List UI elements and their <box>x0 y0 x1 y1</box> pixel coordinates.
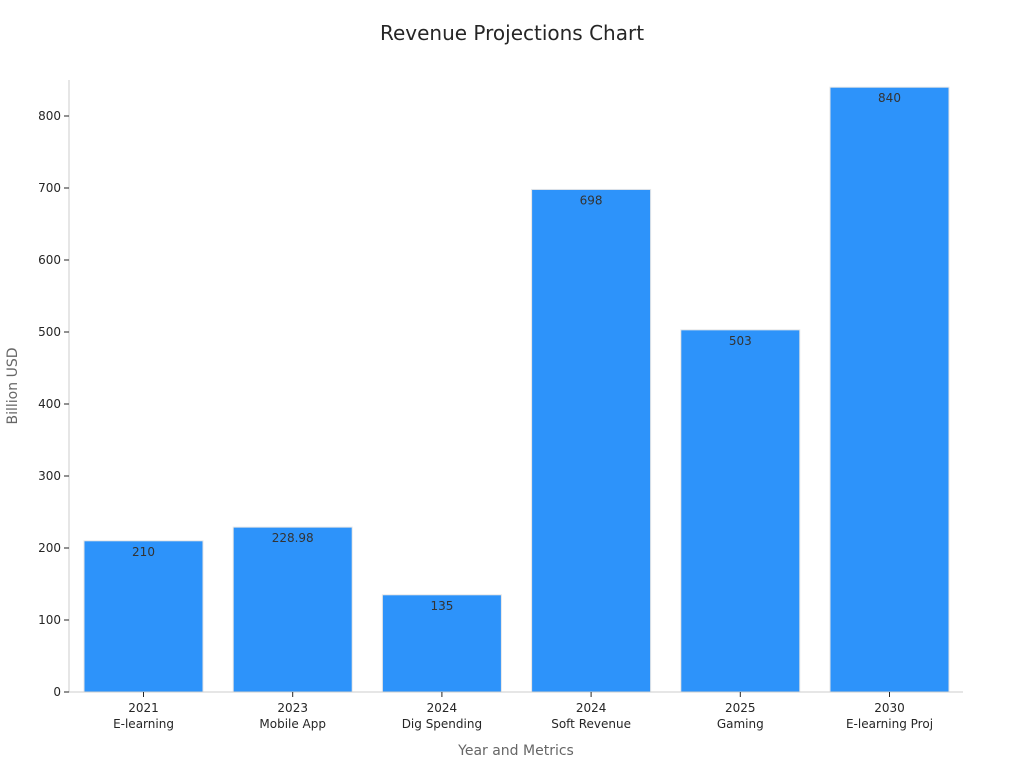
bar <box>829 86 950 693</box>
bar <box>531 188 652 693</box>
data-label: 840 <box>878 91 901 105</box>
y-tick-label: 600 <box>38 253 61 267</box>
bar <box>232 526 353 693</box>
y-tick-label: 400 <box>38 397 61 411</box>
y-tick-label: 200 <box>38 541 61 555</box>
x-tick-label: 2021 <box>128 701 159 715</box>
x-tick-label: Gaming <box>717 717 764 731</box>
y-tick-label: 300 <box>38 469 61 483</box>
x-tick-label: Dig Spending <box>402 717 482 731</box>
bar <box>381 594 502 693</box>
data-label: 503 <box>729 334 752 348</box>
x-tick-label: 2030 <box>874 701 905 715</box>
axes-layer: 0 100 200 300 400 500 600 700 800 2021 E-learning 2… <box>38 80 963 731</box>
x-tick-label: 2025 <box>725 701 756 715</box>
data-label: 135 <box>430 599 453 613</box>
y-tick-label: 700 <box>38 181 61 195</box>
x-axis-label: Year and Metrics <box>457 743 574 759</box>
data-label: 210 <box>132 545 155 559</box>
y-tick-label: 500 <box>38 325 61 339</box>
x-tick-label: 2023 <box>277 701 308 715</box>
x-tick-label: 2024 <box>427 701 458 715</box>
y-tick-label: 800 <box>38 109 61 123</box>
y-tick-label: 0 <box>53 685 61 699</box>
x-tick-label: Soft Revenue <box>551 717 631 731</box>
bar <box>680 329 801 693</box>
x-tick-label: E-learning <box>113 717 174 731</box>
bar <box>83 540 204 693</box>
chart-title: Revenue Projections Chart <box>380 21 644 45</box>
y-tick-label: 100 <box>38 613 61 627</box>
bars-layer: 210 228.98 135 698 503 840 <box>83 86 950 693</box>
x-tick-label: E-learning Proj <box>846 717 933 731</box>
x-tick-label: 2024 <box>576 701 607 715</box>
data-label: 698 <box>580 193 603 207</box>
x-tick-label: Mobile App <box>259 717 326 731</box>
data-label: 228.98 <box>272 531 314 545</box>
y-axis-label: Billion USD <box>5 348 21 425</box>
